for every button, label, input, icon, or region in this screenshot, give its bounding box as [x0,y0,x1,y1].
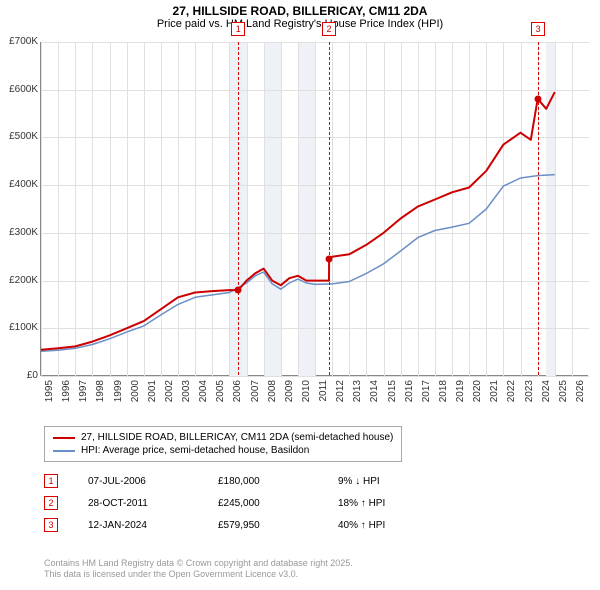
table-date: 12-JAN-2024 [88,520,218,531]
y-tick-label: £200K [2,275,38,286]
credits-line-1: Contains HM Land Registry data © Crown c… [44,558,353,569]
page-subtitle: Price paid vs. HM Land Registry's House … [0,18,600,36]
x-tick-label: 2009 [284,380,295,410]
legend-swatch [53,437,75,439]
table-marker-box: 2 [44,496,58,510]
x-tick-label: 2006 [232,380,243,410]
x-tick-label: 2011 [318,380,329,410]
x-tick-label: 2013 [352,380,363,410]
page-title: 27, HILLSIDE ROAD, BILLERICAY, CM11 2DA [0,0,600,18]
credits-line-2: This data is licensed under the Open Gov… [44,569,353,580]
marker-box: 2 [322,22,336,36]
credits: Contains HM Land Registry data © Crown c… [44,558,353,581]
table-delta: 9% ↓ HPI [338,476,438,487]
x-tick-label: 2000 [130,380,141,410]
table-row: 2 28-OCT-2011£245,00018% ↑ HPI [44,492,564,514]
x-tick-label: 1998 [95,380,106,410]
x-tick-label: 2024 [541,380,552,410]
x-tick-label: 2005 [215,380,226,410]
series-svg [41,42,589,376]
table-marker-box: 1 [44,474,58,488]
y-tick-label: £400K [2,179,38,190]
marker-box: 3 [531,22,545,36]
y-tick-label: £300K [2,227,38,238]
x-tick-label: 2020 [472,380,483,410]
x-tick-label: 2025 [558,380,569,410]
x-tick-label: 2010 [301,380,312,410]
table-row: 1 07-JUL-2006£180,0009% ↓ HPI [44,470,564,492]
x-tick-label: 2012 [335,380,346,410]
y-tick-label: £100K [2,322,38,333]
x-tick-label: 2022 [506,380,517,410]
table-date: 28-OCT-2011 [88,498,218,509]
legend-label: 27, HILLSIDE ROAD, BILLERICAY, CM11 2DA … [81,432,393,443]
x-tick-label: 1999 [113,380,124,410]
x-tick-label: 2007 [250,380,261,410]
x-tick-label: 2018 [438,380,449,410]
table-row: 3 12-JAN-2024£579,95040% ↑ HPI [44,514,564,536]
y-tick-label: £700K [2,36,38,47]
x-tick-label: 2019 [455,380,466,410]
legend-swatch [53,450,75,452]
legend-label: HPI: Average price, semi-detached house,… [81,445,309,456]
x-tick-label: 2026 [575,380,586,410]
legend-row: HPI: Average price, semi-detached house,… [53,444,393,457]
x-tick-label: 2002 [164,380,175,410]
table-delta: 18% ↑ HPI [338,498,438,509]
marker-table: 1 07-JUL-2006£180,0009% ↓ HPI 2 28-OCT-2011… [44,470,564,536]
x-tick-label: 1996 [61,380,72,410]
plot-area: 123 [40,42,588,376]
table-price: £579,950 [218,520,338,531]
legend: 27, HILLSIDE ROAD, BILLERICAY, CM11 2DA … [44,426,402,462]
table-date: 07-JUL-2006 [88,476,218,487]
marker-box: 1 [231,22,245,36]
x-tick-label: 1997 [78,380,89,410]
x-tick-label: 2003 [181,380,192,410]
x-tick-label: 2016 [404,380,415,410]
x-tick-label: 1995 [44,380,55,410]
table-delta: 40% ↑ HPI [338,520,438,531]
x-tick-label: 2001 [147,380,158,410]
table-marker-box: 3 [44,518,58,532]
chart: 123 1995 1996 1997 1998 1999 2000 2001 2002 2003… [0,38,600,418]
y-tick-label: £600K [2,84,38,95]
x-tick-label: 2004 [198,380,209,410]
x-tick-label: 2017 [421,380,432,410]
table-price: £245,000 [218,498,338,509]
y-tick-label: £500K [2,131,38,142]
y-tick-label: £0 [2,370,38,381]
table-price: £180,000 [218,476,338,487]
x-tick-label: 2008 [267,380,278,410]
x-tick-label: 2014 [369,380,380,410]
legend-row: 27, HILLSIDE ROAD, BILLERICAY, CM11 2DA … [53,431,393,444]
x-tick-label: 2015 [387,380,398,410]
x-tick-label: 2023 [524,380,535,410]
x-tick-label: 2021 [489,380,500,410]
